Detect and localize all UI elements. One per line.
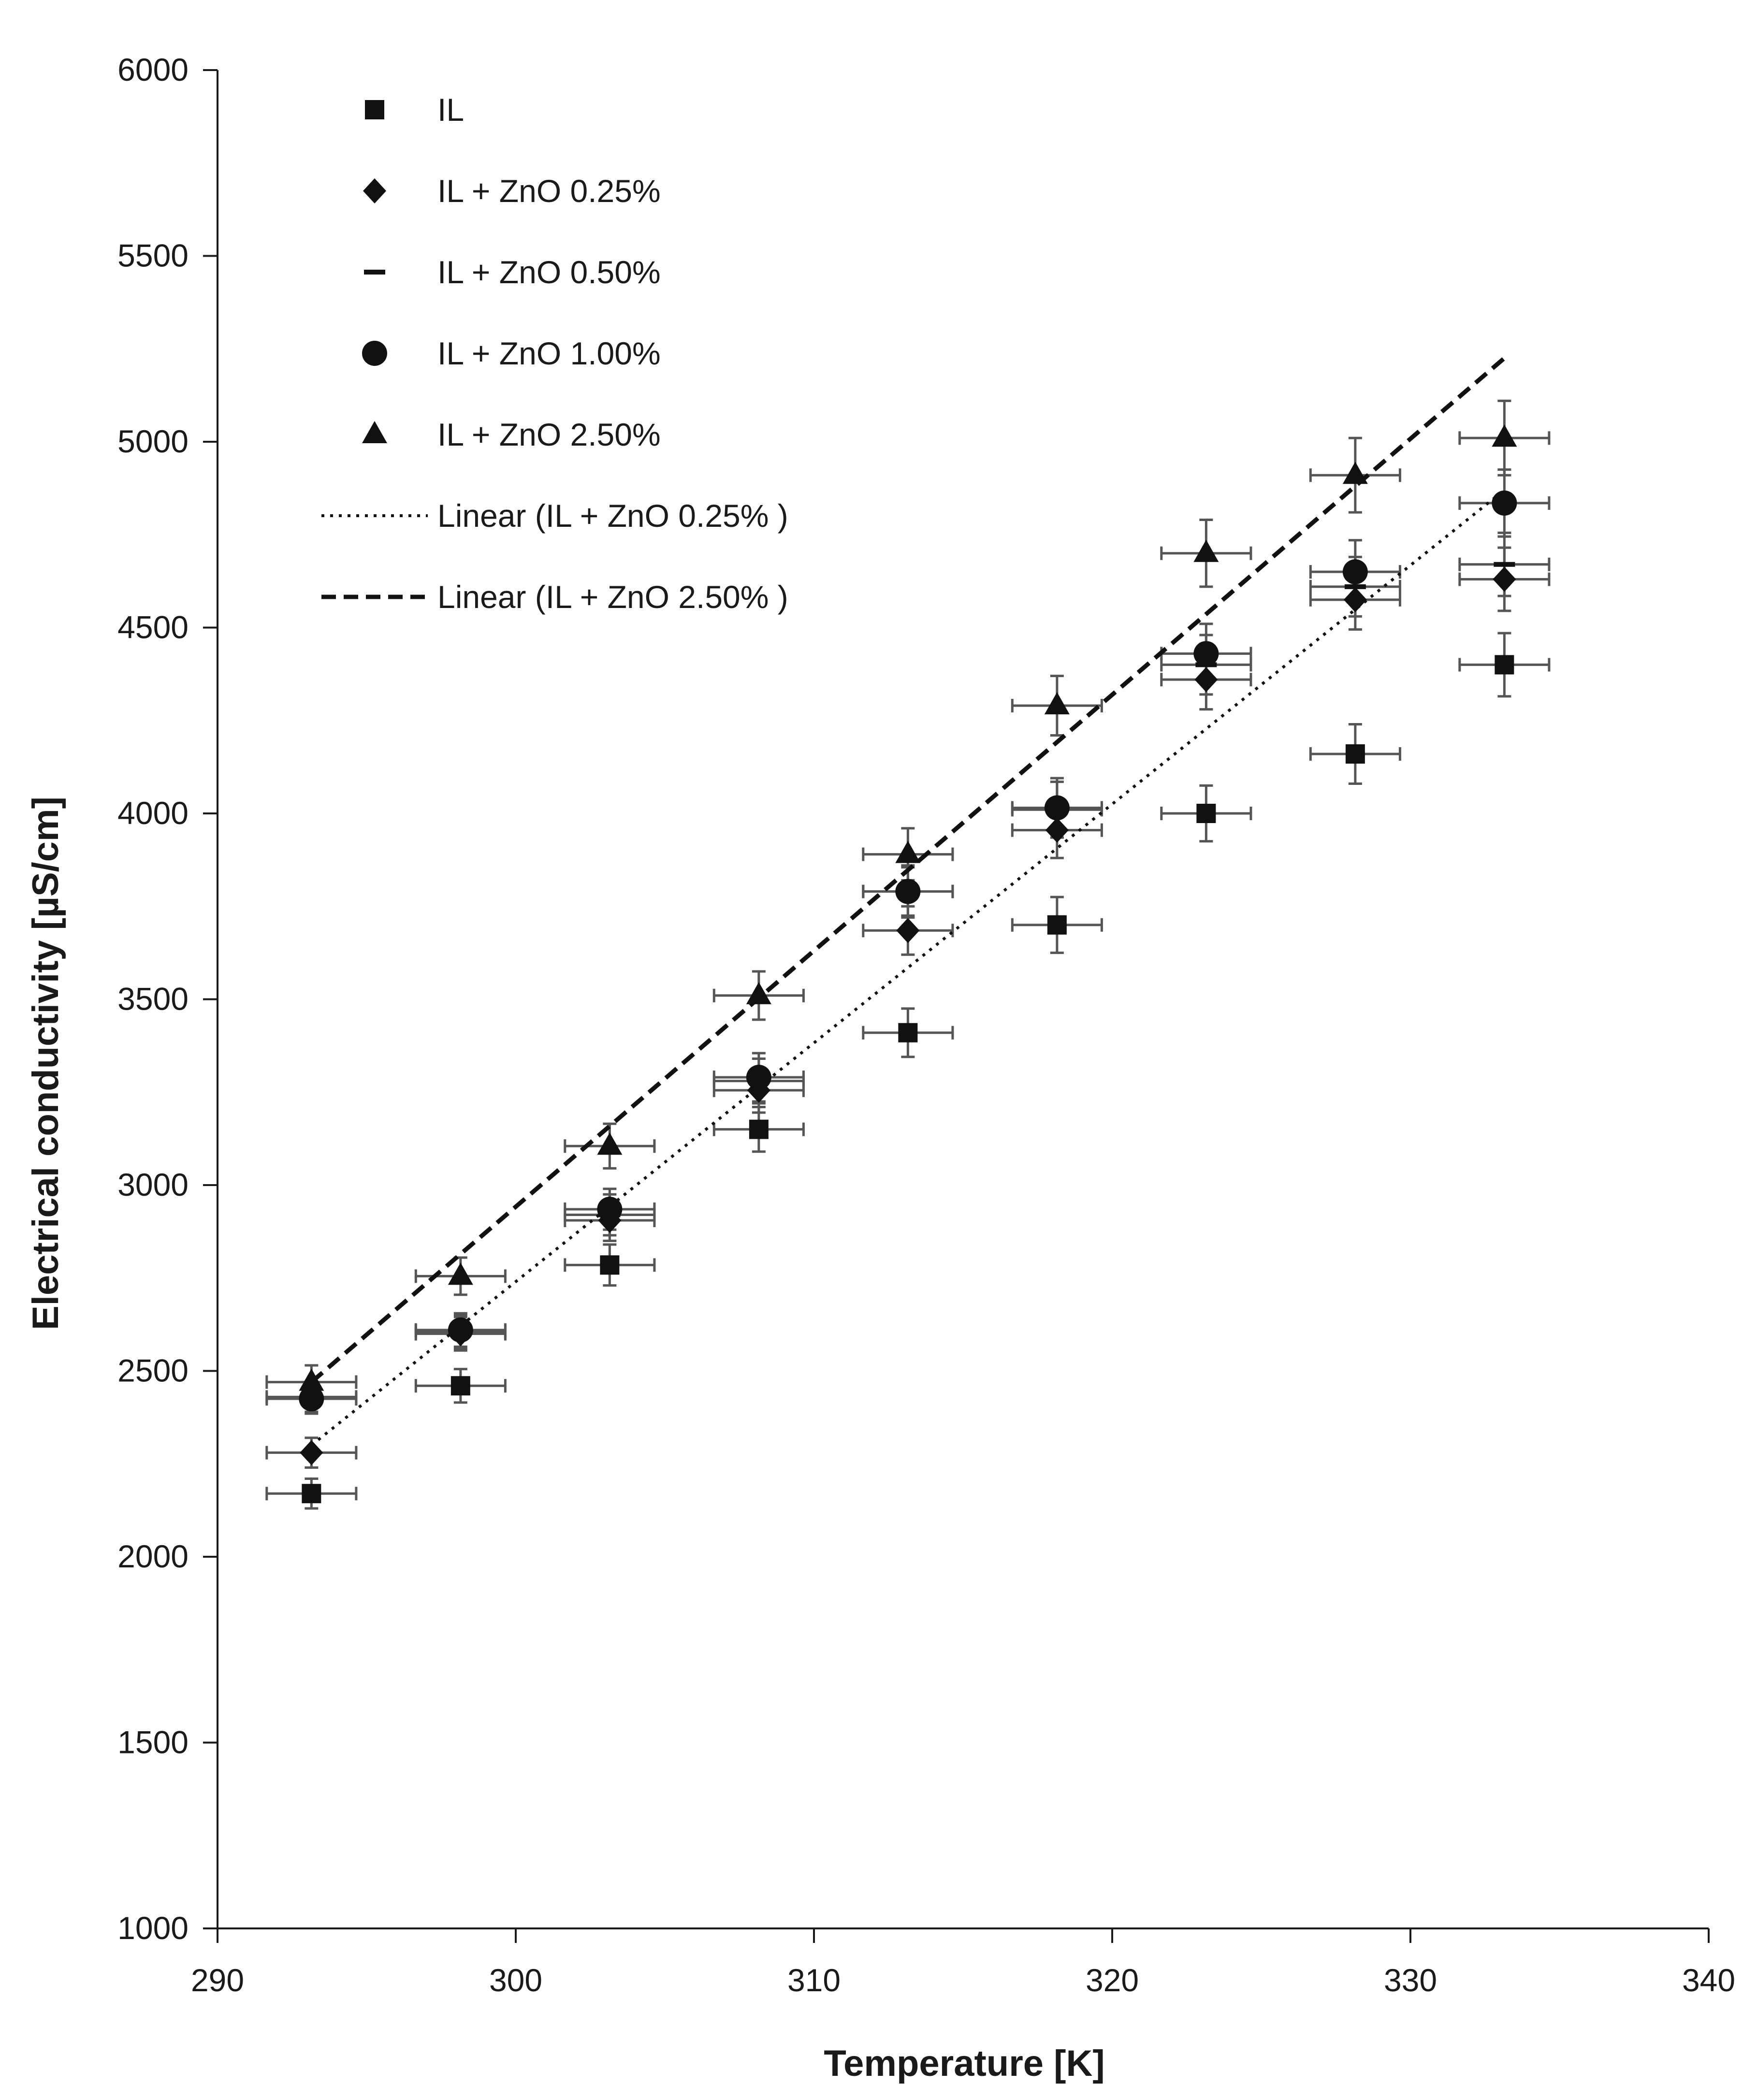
- data-point-triangle: [299, 1368, 324, 1391]
- data-point-circle: [597, 1196, 623, 1222]
- data-markers: [299, 424, 1517, 1504]
- data-point-circle: [1193, 641, 1219, 666]
- data-point-circle: [448, 1317, 473, 1343]
- data-point-triangle: [597, 1132, 623, 1155]
- legend-label: IL + ZnO 0.50%: [437, 254, 661, 290]
- data-point-diamond: [1194, 667, 1218, 693]
- data-point-circle: [1492, 490, 1517, 516]
- y-tick-label: 5000: [117, 423, 189, 459]
- data-point-dash: [1494, 562, 1515, 567]
- y-tick-label: 1000: [117, 1910, 189, 1946]
- data-point-square: [1345, 744, 1365, 764]
- y-tick-label: 2000: [117, 1538, 189, 1574]
- axes: 1000 1500 2000 2500 3000 3500 4000 4500 5000 5500…: [117, 52, 1735, 1998]
- x-tick-label: 310: [787, 1962, 841, 1998]
- y-tick-label: 6000: [117, 52, 189, 87]
- trendline-dotted: [310, 489, 1506, 1447]
- data-point-square: [898, 1023, 918, 1043]
- data-point-circle: [746, 1064, 771, 1090]
- y-tick-label: 5500: [117, 238, 189, 274]
- trendlines: [310, 356, 1506, 1447]
- y-tick-label: 4000: [117, 795, 189, 831]
- data-point-circle: [1342, 559, 1368, 585]
- data-point-triangle: [895, 840, 921, 863]
- x-tick-label: 330: [1384, 1962, 1437, 1998]
- legend-marker-square: [365, 100, 384, 119]
- data-point-square: [600, 1255, 620, 1275]
- data-point-square: [450, 1376, 470, 1396]
- legend: IL IL + ZnO 0.25% IL + ZnO 0.50% IL + ZnO 1…: [321, 92, 788, 615]
- data-point-triangle: [1492, 424, 1517, 447]
- legend-label: IL + ZnO 2.50%: [437, 417, 661, 452]
- y-tick-label: 2500: [117, 1353, 189, 1389]
- data-point-square: [749, 1119, 769, 1139]
- data-point-diamond: [300, 1440, 323, 1465]
- data-point-square: [1047, 915, 1067, 935]
- data-point-diamond: [1493, 566, 1516, 592]
- data-point-square: [1196, 804, 1216, 823]
- legend-label: IL + ZnO 0.25%: [437, 173, 661, 209]
- trendline-dashed: [310, 356, 1506, 1384]
- data-point-square: [302, 1484, 321, 1504]
- legend-marker-triangle: [362, 421, 387, 443]
- x-axis-title: Temperature [K]: [824, 2043, 1104, 2084]
- y-tick-label: 3000: [117, 1167, 189, 1202]
- legend-label: IL: [437, 92, 464, 128]
- y-tick-label: 3500: [117, 981, 189, 1017]
- y-tick-label: 1500: [117, 1724, 189, 1760]
- data-point-triangle: [448, 1262, 473, 1285]
- data-point-diamond: [1343, 587, 1367, 612]
- legend-label: IL + ZnO 1.00%: [437, 335, 661, 371]
- legend-marker-dash: [364, 270, 385, 275]
- y-tick-label: 4500: [117, 609, 189, 645]
- data-point-diamond: [896, 918, 920, 943]
- data-point-square: [1495, 655, 1514, 675]
- data-point-triangle: [746, 982, 771, 1004]
- x-tick-label: 300: [489, 1962, 542, 1998]
- legend-marker-diamond: [363, 178, 386, 203]
- data-point-triangle: [1044, 692, 1070, 714]
- legend-label: Linear (IL + ZnO 2.50% ): [437, 579, 788, 615]
- data-point-diamond: [1045, 817, 1069, 843]
- data-point-dash: [1344, 584, 1366, 589]
- data-point-circle: [1044, 795, 1070, 821]
- data-point-circle: [299, 1386, 324, 1412]
- legend-label: Linear (IL + ZnO 0.25% ): [437, 498, 788, 534]
- data-point-triangle: [1342, 462, 1368, 484]
- legend-marker-circle: [362, 341, 387, 366]
- data-point-circle: [895, 879, 921, 904]
- x-tick-label: 290: [191, 1962, 244, 1998]
- x-tick-label: 340: [1682, 1962, 1735, 1998]
- data-point-triangle: [1193, 539, 1219, 562]
- x-tick-label: 320: [1086, 1962, 1139, 1998]
- y-axis-title: Electrical conductivity [µS/cm]: [25, 797, 66, 1330]
